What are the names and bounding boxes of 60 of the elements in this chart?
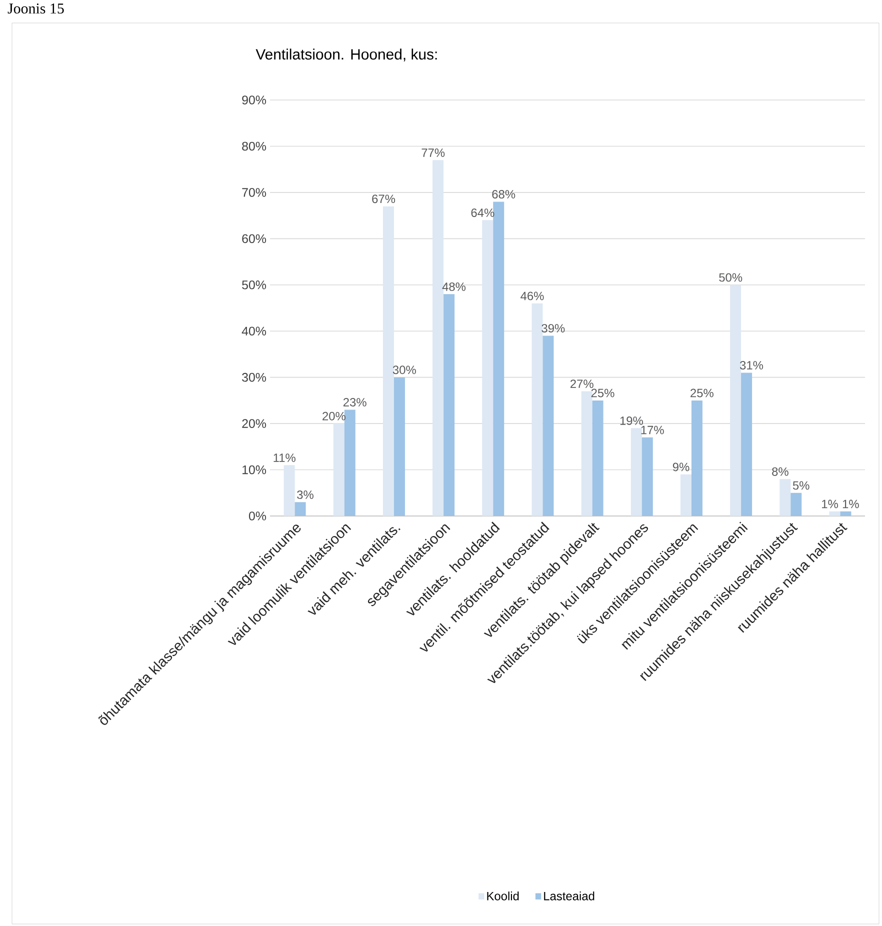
- data-label: 11%: [274, 454, 296, 462]
- text: Joonis 15: [8, 4, 64, 14]
- data-label: 67%: [372, 194, 396, 204]
- bar: [741, 372, 752, 516]
- y-tick-label: 90%: [242, 96, 266, 104]
- bar: [780, 479, 791, 516]
- data-label: 46%: [520, 292, 544, 300]
- data-label: 31%: [740, 361, 764, 370]
- data-label: 19%: [620, 416, 643, 425]
- bar: [493, 202, 504, 516]
- data-label: 30%: [392, 366, 416, 374]
- data-label: 1%: [822, 500, 838, 508]
- data-label: 17%: [641, 426, 664, 434]
- data-label: 5%: [792, 481, 810, 490]
- bar: [444, 294, 455, 516]
- bar: [333, 424, 344, 516]
- bar: [829, 511, 840, 516]
- legend-label: Koolid: [487, 892, 519, 900]
- legend-label: Lasteaiad: [544, 892, 594, 900]
- bar: [482, 220, 494, 516]
- bar: [532, 303, 543, 516]
- bar: [432, 160, 444, 516]
- bar: [691, 400, 702, 516]
- bar: [680, 474, 692, 516]
- bar: [730, 284, 742, 516]
- bar: [840, 511, 852, 516]
- bar: [542, 336, 554, 516]
- data-label: 27%: [570, 380, 594, 388]
- data-label: 23%: [343, 398, 366, 406]
- data-label: 9%: [672, 462, 690, 472]
- y-tick-label: 40%: [242, 326, 266, 336]
- bar: [344, 410, 356, 516]
- y-tick-label: 80%: [242, 142, 266, 151]
- data-label: 68%: [492, 190, 516, 198]
- bar: [642, 437, 653, 516]
- data-label: 39%: [542, 324, 565, 333]
- y-tick-label: 20%: [242, 419, 266, 428]
- y-tick-label: 0%: [248, 512, 266, 520]
- y-tick-label: 60%: [242, 234, 266, 244]
- data-label: 25%: [690, 388, 714, 398]
- data-label: 8%: [772, 467, 788, 476]
- y-tick-label: 50%: [242, 280, 266, 290]
- data-label: 77%: [422, 148, 445, 157]
- y-tick-label: 70%: [242, 188, 266, 197]
- y-tick-label: 30%: [242, 372, 266, 382]
- bar: [592, 400, 604, 516]
- bar: [394, 377, 405, 516]
- data-label: 1%: [842, 500, 859, 508]
- data-label: 48%: [442, 282, 466, 291]
- data-label: 3%: [297, 490, 314, 499]
- data-label: 50%: [719, 273, 742, 282]
- bar: [790, 492, 802, 516]
- bar: [284, 465, 295, 516]
- chart-title: Ventilatsioon. Hooned, kus:: [256, 48, 437, 62]
- bar: [382, 206, 394, 516]
- data-label: 25%: [591, 388, 614, 398]
- bar: [581, 391, 592, 516]
- bar: [294, 502, 306, 516]
- y-tick-label: 10%: [242, 465, 266, 474]
- bar: [630, 428, 642, 516]
